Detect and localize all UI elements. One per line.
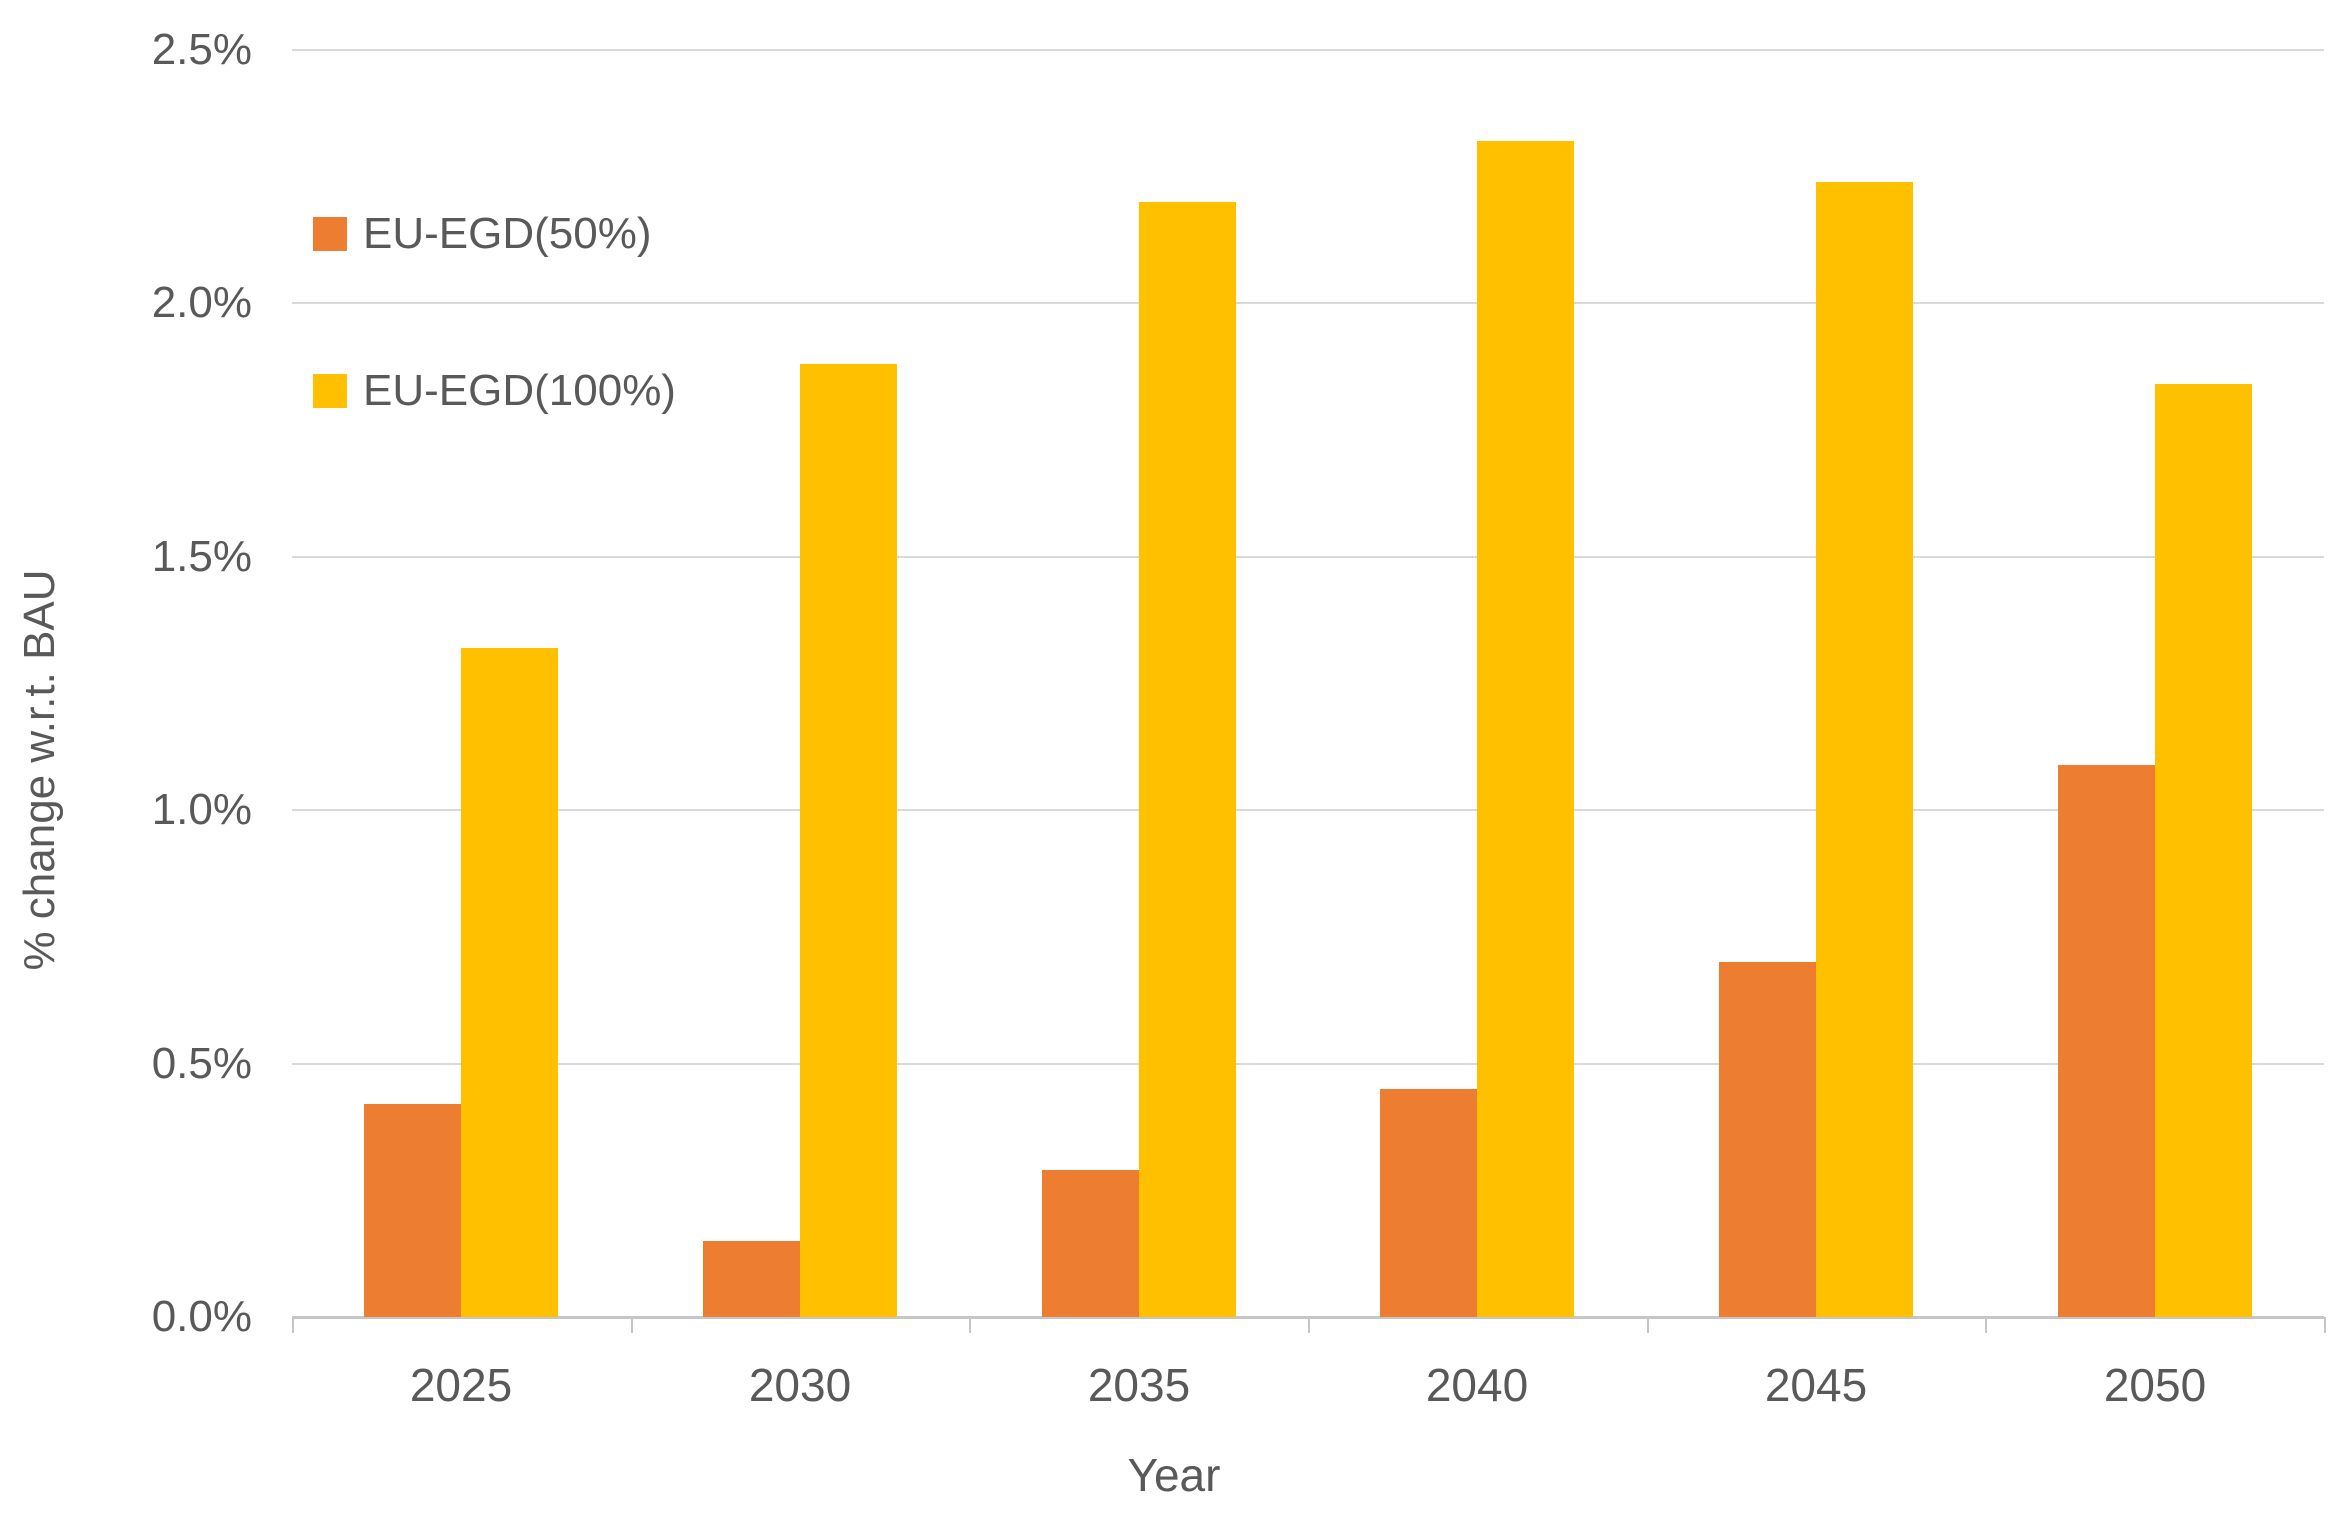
y-tick-label: 2.5%: [151, 25, 252, 74]
legend-swatch-egd50-icon: [313, 217, 347, 251]
y-gridline: [292, 556, 2324, 558]
bar-egd100-2050: [2155, 384, 2252, 1317]
x-tick-label: 2050: [2103, 1359, 2207, 1411]
x-axis-tick: [1647, 1317, 1649, 1333]
x-tick-label: 2030: [748, 1359, 852, 1411]
bar-egd50-2040: [1380, 1089, 1477, 1317]
legend-swatch-egd100-icon: [313, 374, 347, 408]
legend-item-egd50: EU-EGD(50%): [313, 200, 676, 268]
y-tick-label: 1.0%: [151, 785, 252, 834]
x-axis-title: Year: [1127, 1449, 1221, 1501]
bar-egd100-2030: [800, 364, 897, 1317]
y-gridline: [292, 49, 2324, 51]
y-tick-label: 0.0%: [151, 1292, 252, 1341]
legend-item-egd100: EU-EGD(100%): [313, 357, 676, 425]
bar-egd50-2050: [2058, 765, 2155, 1317]
x-tick-label: 2040: [1425, 1359, 1529, 1411]
x-axis-tick: [292, 1317, 294, 1333]
x-axis-tick: [2324, 1317, 2326, 1333]
bar-egd100-2045: [1816, 182, 1913, 1317]
x-axis-tick: [631, 1317, 633, 1333]
bar-egd50-2030: [703, 1241, 800, 1317]
bar-egd100-2040: [1477, 141, 1574, 1317]
x-axis-tick: [969, 1317, 971, 1333]
legend-label-egd100: EU-EGD(100%): [363, 366, 676, 415]
x-axis-tick: [1308, 1317, 1310, 1333]
y-gridline: [292, 302, 2324, 304]
x-tick-label: 2025: [409, 1359, 513, 1411]
bar-egd100-2035: [1139, 202, 1236, 1317]
y-axis-title: % change w.r.t. BAU: [15, 569, 64, 971]
y-gridline: [292, 809, 2324, 811]
x-tick-label: 2045: [1764, 1359, 1868, 1411]
y-gridline: [292, 1063, 2324, 1065]
bar-egd50-2035: [1042, 1170, 1139, 1317]
legend-label-egd50: EU-EGD(50%): [363, 209, 652, 258]
y-tick-label: 0.5%: [151, 1039, 252, 1088]
x-tick-label: 2035: [1087, 1359, 1191, 1411]
bar-egd50-2025: [364, 1104, 461, 1317]
bar-egd50-2045: [1719, 962, 1816, 1317]
x-axis-tick: [1985, 1317, 1987, 1333]
y-tick-label: 2.0%: [151, 278, 252, 327]
legend: EU-EGD(50%) EU-EGD(100%): [313, 200, 676, 514]
y-tick-label: 1.5%: [151, 532, 252, 581]
bar-egd100-2025: [461, 648, 558, 1317]
